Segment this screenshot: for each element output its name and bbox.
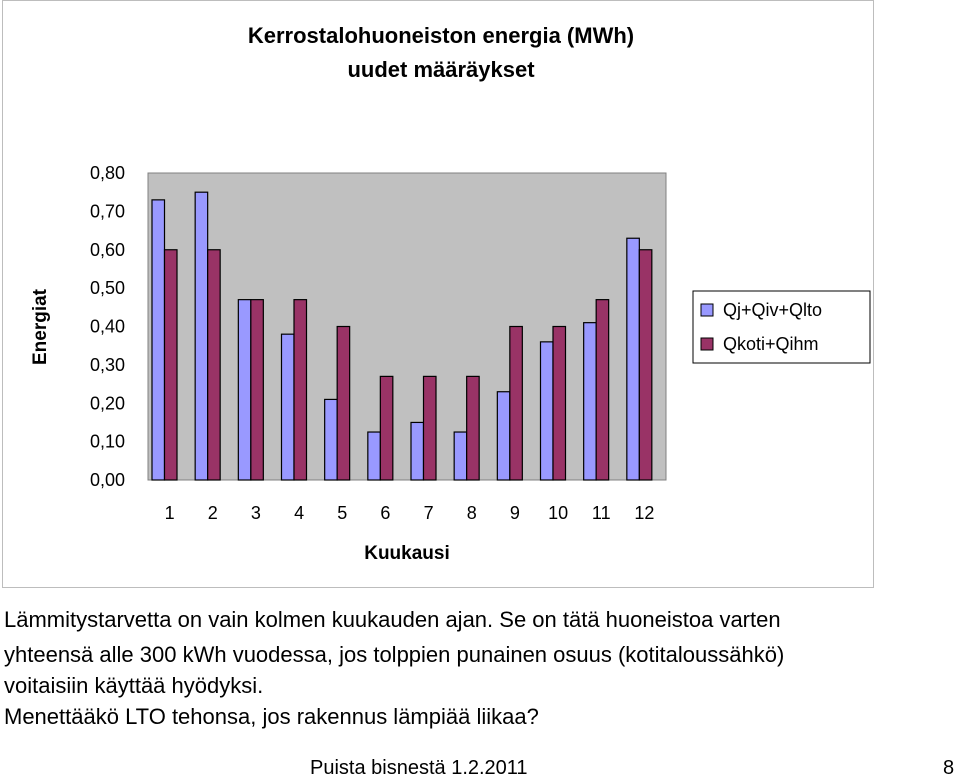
y-axis-title: Energiat xyxy=(30,288,51,365)
y-tick-label: 0,40 xyxy=(90,317,125,337)
bar-qj-qiv-qlto-11 xyxy=(583,322,597,481)
bar-qj-qiv-qlto-12 xyxy=(626,237,640,481)
body-text-line-3: voitaisiin käyttää hyödyksi. xyxy=(4,673,264,698)
bar-qj-qiv-qlto-10 xyxy=(539,341,554,481)
chart-title-line-1: Kerrostalohuoneiston energia (MWh) xyxy=(248,23,634,48)
x-tick-label: 8 xyxy=(467,503,477,523)
page-number: 8 xyxy=(943,757,955,779)
bar-qkoti-qihm-2 xyxy=(207,249,221,481)
legend-swatch xyxy=(700,303,714,317)
x-tick-label: 5 xyxy=(337,503,347,523)
y-tick-label: 0,70 xyxy=(90,201,125,221)
chart-title-line-2: uudet määräykset xyxy=(347,57,535,82)
y-tick-label: 0,60 xyxy=(90,240,125,260)
bar-qkoti-qihm-9 xyxy=(509,325,523,481)
x-tick-label: 11 xyxy=(592,503,611,523)
bar-qkoti-qihm-4 xyxy=(293,299,308,481)
footer-text: Puista bisnestä 1.2.2011 xyxy=(310,757,528,779)
bar-qj-qiv-qlto-1 xyxy=(151,199,166,481)
bar-qkoti-qihm-8 xyxy=(466,375,480,481)
bar-qj-qiv-qlto-2 xyxy=(194,191,209,481)
legend-swatch xyxy=(700,337,714,351)
body-text-line-2: yhteensä alle 300 kWh vuodessa, jos tolp… xyxy=(4,642,785,667)
x-tick-label: 2 xyxy=(208,503,218,523)
bar-qkoti-qihm-10 xyxy=(552,325,567,481)
bar-qj-qiv-qlto-6 xyxy=(367,431,381,481)
y-tick-label: 0,80 xyxy=(90,163,125,183)
x-tick-label: 1 xyxy=(165,503,175,523)
bar-qkoti-qihm-11 xyxy=(595,299,610,481)
bar-qkoti-qihm-7 xyxy=(422,375,437,481)
legend-label: Qkoti+Qihm xyxy=(723,334,819,354)
legend-box xyxy=(692,290,871,364)
body-text-line-4: Menettääkö LTO tehonsa, jos rakennus läm… xyxy=(4,704,539,729)
body-text-line-1: Lämmitystarvetta on vain kolmen kuukaude… xyxy=(4,607,781,632)
x-axis-title: Kuukausi xyxy=(364,543,450,564)
bar-qj-qiv-qlto-5 xyxy=(324,398,338,481)
y-tick-label: 0,10 xyxy=(90,432,125,452)
chart: Kerrostalohuoneiston energia (MWh) uudet … xyxy=(30,23,871,564)
bar-qkoti-qihm-5 xyxy=(336,325,351,481)
x-tick-label: 4 xyxy=(294,503,304,523)
plot-area xyxy=(147,172,667,481)
y-tick-label: 0,20 xyxy=(90,393,125,413)
chart-frame: Kerrostalohuoneiston energia (MWh) uudet … xyxy=(2,0,874,588)
y-tick-label: 0,00 xyxy=(90,470,125,490)
bar-qj-qiv-qlto-7 xyxy=(410,421,425,481)
x-tick-label: 3 xyxy=(251,503,261,523)
bar-qkoti-qihm-3 xyxy=(250,299,264,481)
x-tick-label: 7 xyxy=(424,503,434,523)
bar-qkoti-qihm-1 xyxy=(163,249,178,481)
bar-qj-qiv-qlto-4 xyxy=(280,333,295,481)
x-tick-label: 10 xyxy=(548,503,568,523)
x-tick-label: 6 xyxy=(380,503,390,523)
x-tick-label: 12 xyxy=(634,503,654,523)
bar-qj-qiv-qlto-9 xyxy=(496,391,511,481)
bar-qkoti-qihm-12 xyxy=(638,249,653,481)
y-tick-label: 0,30 xyxy=(90,355,125,375)
legend-label: Qj+Qiv+Qlto xyxy=(723,300,822,320)
bar-qj-qiv-qlto-8 xyxy=(453,431,468,481)
bar-qkoti-qihm-6 xyxy=(379,375,394,481)
bar-qj-qiv-qlto-3 xyxy=(237,299,252,481)
x-tick-label: 9 xyxy=(510,503,520,523)
y-tick-label: 0,50 xyxy=(90,278,125,298)
